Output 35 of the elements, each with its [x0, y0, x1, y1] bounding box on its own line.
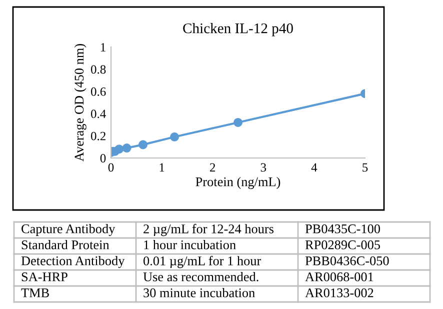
text: RP0289C-005	[305, 240, 380, 250]
text: Use as recommended.	[143, 272, 258, 282]
x-tick-label: 1	[160, 163, 164, 172]
text: 1 hour incubation	[144, 240, 236, 250]
point	[122, 143, 132, 153]
text: Detection Antibody	[21, 256, 125, 268]
text: SA-HRP	[22, 272, 68, 282]
text: TMB	[21, 288, 49, 298]
y-tick-label: 1	[100, 43, 106, 52]
text: PBB0436C-050	[305, 256, 389, 266]
x-tick-label: 4	[311, 163, 318, 172]
y-tick-label: 0.4	[90, 110, 106, 118]
text: AR0068-001	[305, 272, 374, 282]
y-tick-label: 0.6	[90, 87, 106, 96]
x-tick-label: 3	[260, 163, 266, 172]
y-tick-label: 0.8	[90, 65, 106, 74]
point	[114, 144, 124, 154]
point	[233, 118, 243, 127]
y-tick-label: 0	[100, 154, 106, 162]
x-axis-title: Protein (ng/mL)	[196, 176, 280, 189]
x-tick-label: 0	[108, 163, 114, 172]
text: PB0435C-100	[305, 224, 380, 234]
x-tick-label: 2	[210, 163, 216, 172]
text: 0.01 µg/mL for 1 hour	[144, 256, 262, 268]
y-axis-title: Average OD (450 nm)	[74, 44, 86, 162]
text: AR0133-002	[305, 288, 374, 298]
text: Standard Protein	[22, 240, 110, 250]
point	[170, 132, 180, 142]
text: 30 minute incubation	[144, 288, 255, 298]
chart-title: Chicken IL-12 p40	[183, 22, 293, 36]
point	[138, 140, 148, 150]
x-tick-label: 5	[362, 163, 368, 172]
text: Capture Antibody	[22, 224, 116, 236]
y-tick-label: 0.2	[90, 132, 106, 140]
text: 2 µg/mL for 12-24 hours	[144, 224, 274, 236]
